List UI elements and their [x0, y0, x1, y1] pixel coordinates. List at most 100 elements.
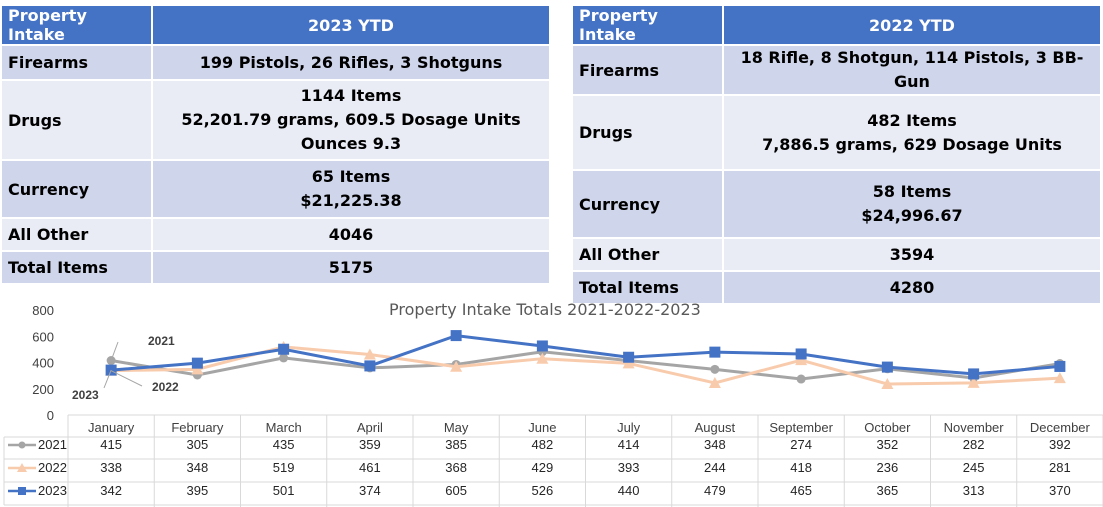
row-value-line: 5175 — [328, 257, 374, 277]
table-cell-value: 245 — [963, 460, 985, 475]
table-row: Firearms 199 Pistols, 26 Rifles, 3 Shotgu… — [2, 46, 549, 79]
legend-label: 2023 — [38, 483, 67, 498]
table-cell-value: 519 — [273, 460, 295, 475]
table-cell-value: 374 — [359, 483, 381, 498]
row-value-line: 3594 — [889, 244, 935, 264]
data-point-2023 — [1054, 360, 1066, 372]
table-cell-value: 244 — [704, 460, 726, 475]
table-cell-value: 348 — [187, 460, 209, 475]
table-cell-value: 479 — [704, 483, 726, 498]
x-tick-label: October — [864, 420, 911, 435]
table-cell-value: 429 — [532, 460, 554, 475]
table-cell-value: 461 — [359, 460, 381, 475]
x-tick-label: November — [944, 420, 1005, 435]
row-value-line: 58 Items — [872, 182, 952, 201]
table-header-label: Property Intake — [2, 6, 151, 44]
line-chart: 0 200 400 600 800 January February March April Ma… — [3, 303, 1103, 507]
row-value: 4046 — [153, 219, 549, 250]
row-label: Drugs — [2, 81, 151, 159]
data-point-2022 — [450, 360, 463, 372]
row-label: Currency — [2, 161, 151, 217]
x-tick-label: February — [171, 420, 224, 435]
series-line-2023 — [111, 334, 1061, 376]
data-point-2022 — [191, 363, 204, 375]
data-point-2022 — [795, 354, 808, 366]
legend-key-marker — [18, 487, 26, 495]
table-cell-value: 370 — [1049, 483, 1071, 498]
table-cell-value: 281 — [1049, 460, 1071, 475]
data-point-2022 — [363, 348, 376, 360]
row-value: 65 Items $21,225.38 — [153, 161, 549, 217]
series-line-2021 — [110, 350, 1061, 381]
legend-key-marker — [18, 441, 26, 449]
row-value-line: 18 Rifle, 8 Shotgun, 114 Pistols, 3 BB-G… — [740, 48, 1084, 91]
x-tick-label: April — [357, 420, 383, 435]
row-value-line: 52,201.79 grams, 609.5 Dosage Units — [181, 110, 521, 129]
x-tick-label: August — [695, 420, 736, 435]
row-value: 3594 — [724, 239, 1100, 270]
data-point-2023 — [364, 360, 376, 372]
table-header-period: 2022 YTD — [724, 6, 1100, 44]
row-value: 58 Items $24,996.67 — [724, 171, 1100, 237]
row-value: 1144 Items 52,201.79 grams, 609.5 Dosage … — [153, 81, 549, 159]
data-point-2023 — [191, 357, 203, 369]
series-label: 2021 — [148, 334, 175, 348]
table-row: All Other 3594 — [573, 239, 1100, 270]
table-cell-value: 393 — [618, 460, 640, 475]
table-cell-value: 385 — [445, 437, 467, 452]
y-tick-label: 800 — [32, 303, 54, 318]
y-tick-label: 400 — [32, 356, 54, 371]
table-header-period: 2023 YTD — [153, 6, 549, 44]
data-point-2023 — [450, 330, 462, 342]
x-tick-label: September — [769, 420, 833, 435]
row-value: 5175 — [153, 252, 549, 283]
table-cell-value: 368 — [445, 460, 467, 475]
table-cell-value: 313 — [963, 483, 985, 498]
table-cell-value: 342 — [100, 483, 122, 498]
table-cell-value: 414 — [618, 437, 640, 452]
data-point-2023 — [709, 346, 721, 358]
table-header-label: Property Intake — [573, 6, 722, 44]
row-label: All Other — [573, 239, 722, 270]
row-label: Currency — [573, 171, 722, 237]
row-value-line: $21,225.38 — [300, 191, 402, 210]
table-cell-value: 482 — [532, 437, 554, 452]
data-point-2022 — [536, 352, 549, 364]
row-value-line: 199 Pistols, 26 Rifles, 3 Shotguns — [199, 52, 503, 72]
x-tick-label: January — [88, 420, 135, 435]
x-tick-label: May — [444, 420, 469, 435]
x-tick-label: July — [617, 420, 641, 435]
table-cell-value: 440 — [618, 483, 640, 498]
row-label: Drugs — [573, 96, 722, 169]
x-tick-label: December — [1030, 420, 1091, 435]
row-value: 482 Items 7,886.5 grams, 629 Dosage Units — [724, 96, 1100, 169]
row-value-line: 4046 — [328, 224, 374, 244]
table-row: Drugs 482 Items 7,886.5 grams, 629 Dosage … — [573, 96, 1100, 169]
row-label: Firearms — [573, 46, 722, 94]
series-label: 2023 — [72, 388, 99, 402]
row-value: 199 Pistols, 26 Rifles, 3 Shotguns — [153, 46, 549, 79]
table-row: Total Items 5175 — [2, 252, 549, 283]
row-value-line: 65 Items — [311, 167, 391, 186]
property-intake-2023-table: Property Intake 2023 YTD Firearms 199 Pis… — [0, 4, 551, 285]
table-row: All Other 4046 — [2, 219, 549, 250]
chart-title: Property Intake Totals 2021-2022-2023 — [389, 300, 701, 319]
legend-label: 2022 — [38, 460, 67, 475]
property-intake-2022-table: Property Intake 2022 YTD Firearms 18 Rifl… — [571, 4, 1102, 305]
row-label: Total Items — [2, 252, 151, 283]
table-cell-value: 605 — [445, 483, 467, 498]
row-value-line: 4280 — [889, 277, 935, 297]
table-cell-value: 305 — [187, 437, 209, 452]
series-label-leader — [110, 341, 119, 361]
table-cell-value: 236 — [877, 460, 899, 475]
table-cell-value: 465 — [790, 483, 812, 498]
y-tick-label: 0 — [47, 408, 54, 423]
table-cell-value: 418 — [790, 460, 812, 475]
data-point-2021 — [279, 353, 289, 363]
table-cell-value: 348 — [704, 437, 726, 452]
table-cell-value: 526 — [532, 483, 554, 498]
data-point-2023 — [968, 368, 980, 380]
data-point-2023 — [623, 351, 635, 363]
row-value-line: 482 Items — [867, 110, 957, 130]
data-point-2022 — [708, 376, 721, 388]
